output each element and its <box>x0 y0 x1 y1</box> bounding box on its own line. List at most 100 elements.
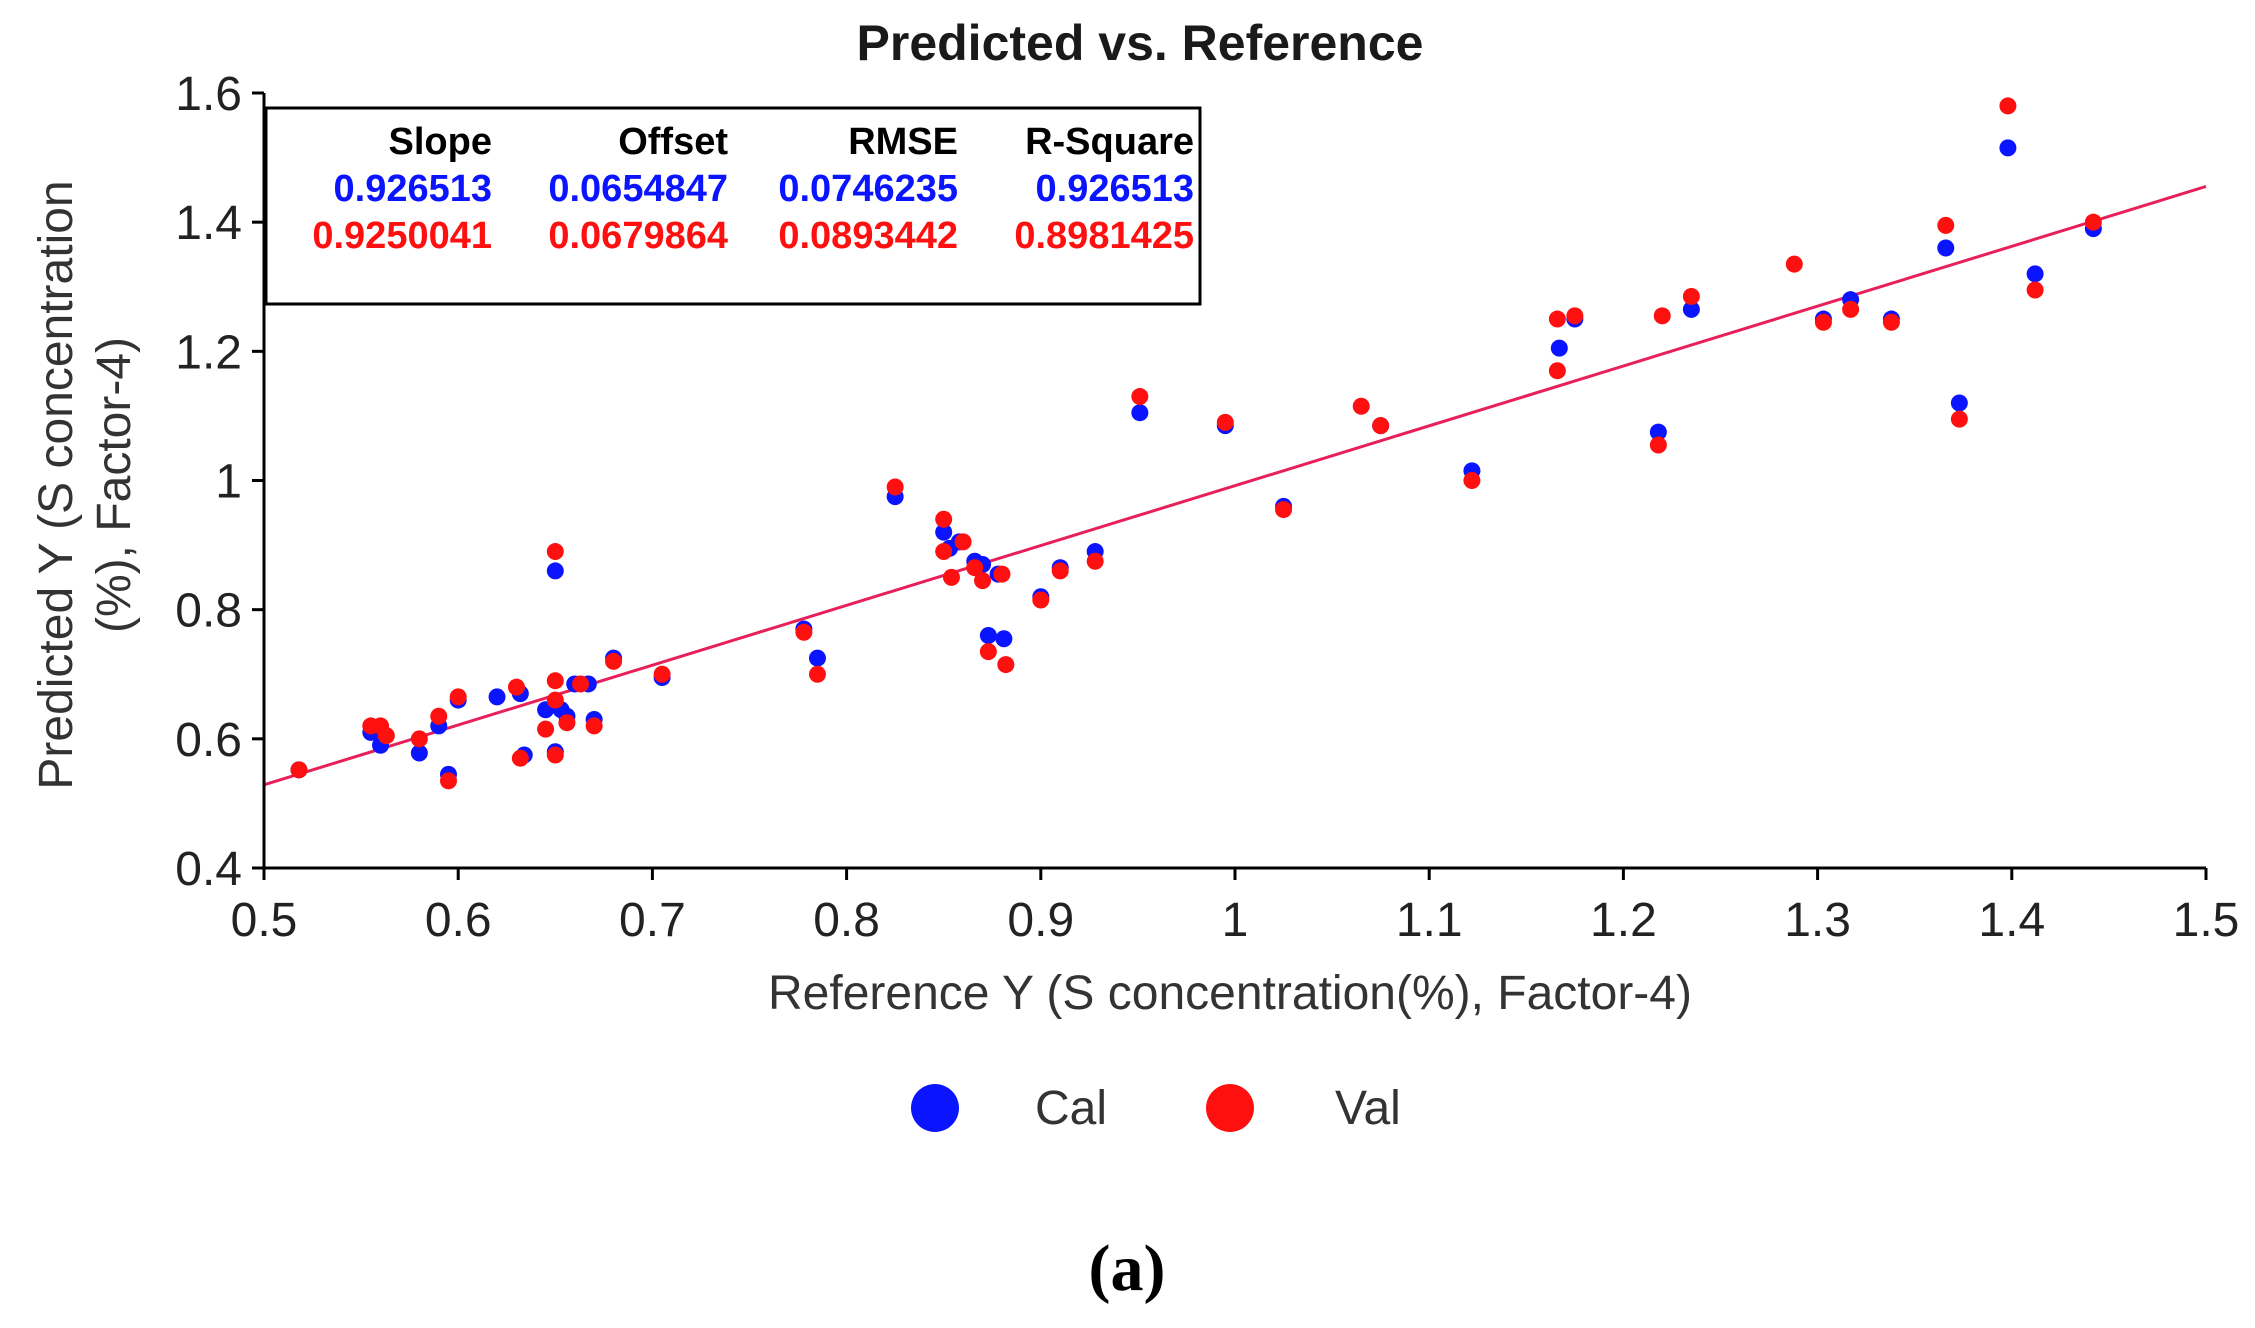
val-point <box>997 656 1015 674</box>
stats-header-slope: Slope <box>389 121 492 163</box>
val-point <box>1352 397 1370 415</box>
val-point <box>1785 255 1803 273</box>
val-point <box>290 761 308 779</box>
chart-title: Predicted vs. Reference <box>857 15 1424 71</box>
val-offset-value: 0.0679864 <box>548 215 728 257</box>
val-point <box>1937 216 1955 234</box>
x-tick-label: 0.5 <box>231 894 298 947</box>
x-tick-label: 0.9 <box>1007 894 1074 947</box>
val-point <box>993 565 1011 583</box>
val-point <box>605 652 623 670</box>
cal-point <box>1999 139 2017 157</box>
cal-point <box>1937 239 1955 257</box>
y-axis-label: Predicted Y (S concentration (%), Factor… <box>30 180 141 789</box>
x-axis-label: Reference Y (S concentration(%), Factor-… <box>768 967 1692 1020</box>
val-point <box>1086 552 1104 570</box>
figure-caption: (a) <box>1089 1232 1166 1305</box>
val-point <box>1950 410 1968 428</box>
stats-header-offset: Offset <box>618 121 728 163</box>
val-rmse-value: 0.0893442 <box>778 215 958 257</box>
plot-area: 0.5 0.6 0.7 0.8 0.9 1 1.1 1.2 1.3 1.4 1.5 0.40.60.… <box>175 68 2239 947</box>
val-point <box>966 559 984 577</box>
val-point <box>1548 362 1566 380</box>
legend: Cal Val <box>911 1082 1401 1135</box>
val-point <box>935 510 953 528</box>
legend-cal-marker <box>911 1084 959 1132</box>
y-tick-label: 1.6 <box>175 68 242 121</box>
x-tick-label: 1.4 <box>1978 894 2045 947</box>
stats-box: Slope Offset RMSE R-Square 0.926513 0.06… <box>264 106 1202 306</box>
cal-point <box>546 562 564 580</box>
cal-point <box>1649 423 1667 441</box>
stats-header-r-square: R-Square <box>1025 121 1194 163</box>
val-point <box>1051 562 1069 580</box>
val-point <box>511 749 529 767</box>
val-point <box>546 746 564 764</box>
val-point <box>974 572 992 590</box>
x-tick-label: 1 <box>1222 894 1249 947</box>
cal-rmse-value: 0.0746235 <box>778 168 958 210</box>
legend-val-marker <box>1206 1084 1254 1132</box>
cal-point <box>808 649 826 667</box>
points-layer <box>290 97 2102 790</box>
val-point <box>942 568 960 586</box>
val-point <box>558 714 576 732</box>
val-point <box>1372 417 1390 435</box>
y-tick-label: 0.4 <box>175 843 242 896</box>
val-point <box>1032 591 1050 609</box>
legend-cal-label: Cal <box>1035 1082 1107 1135</box>
x-tick-label: 1.5 <box>2173 894 2240 947</box>
cal-point <box>995 630 1013 648</box>
cal-point <box>2026 265 2044 283</box>
cal-point <box>410 744 428 762</box>
cal-r-square-value: 0.926513 <box>1036 168 1195 210</box>
val-r-square-value: 0.8981425 <box>1014 215 1194 257</box>
y-tick-label: 0.8 <box>175 585 242 638</box>
val-point <box>1463 472 1481 489</box>
val-point <box>653 665 671 683</box>
val-point <box>1275 501 1293 519</box>
y-tick-label: 0.6 <box>175 714 242 767</box>
val-point <box>449 688 467 706</box>
val-point <box>537 720 555 738</box>
val-point <box>1999 97 2017 115</box>
y-axis-label-line-1: Predicted Y (S concentration <box>30 180 83 789</box>
x-tick-label: 1.3 <box>1784 894 1851 947</box>
val-point <box>546 672 564 690</box>
val-point <box>979 643 997 661</box>
val-point <box>572 675 590 693</box>
val-point <box>410 730 428 748</box>
val-point <box>1548 310 1566 328</box>
y-tick-label: 1.4 <box>175 197 242 250</box>
series-val <box>290 97 2102 790</box>
val-point <box>795 623 813 641</box>
y-tick-label: 1 <box>215 456 242 509</box>
val-point <box>546 691 564 709</box>
val-point <box>2026 281 2044 299</box>
x-tick-label: 0.6 <box>425 894 492 947</box>
cal-point <box>1550 339 1568 357</box>
val-point <box>585 717 603 735</box>
val-point <box>439 772 457 790</box>
val-point <box>1882 313 1900 331</box>
val-point <box>2084 213 2102 231</box>
cal-point <box>1131 404 1149 422</box>
x-tick-label: 0.8 <box>813 894 880 947</box>
stats-header-rmse: RMSE <box>848 121 958 163</box>
x-tick-label: 1.1 <box>1396 894 1463 947</box>
val-point <box>886 478 904 496</box>
cal-point <box>488 688 506 706</box>
cal-offset-value: 0.0654847 <box>548 168 728 210</box>
x-tick-label: 0.7 <box>619 894 686 947</box>
cal-point <box>935 523 953 541</box>
y-ticks: 0.4 0.6 0.8 1 1.2 1.4 1.6 <box>175 68 264 896</box>
legend-val-label: Val <box>1335 1082 1401 1135</box>
val-slope-value: 0.9250041 <box>312 215 492 257</box>
val-point <box>507 678 525 696</box>
cal-point <box>979 627 997 644</box>
val-point <box>1814 313 1832 331</box>
cal-point <box>1950 394 1968 412</box>
val-point <box>1131 388 1149 406</box>
val-point <box>808 665 826 683</box>
